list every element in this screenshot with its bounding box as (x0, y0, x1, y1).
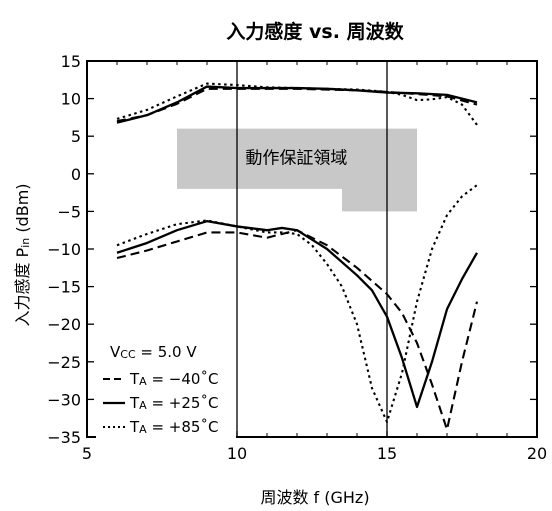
legend-label-minus40: TA = −40˚C (129, 370, 218, 388)
y-tick-label: −5 (57, 202, 81, 221)
guaranteed-region: 動作保証領域 (177, 128, 417, 212)
y-tick-label: 10 (61, 90, 81, 109)
y-axis-label-main: 入力感度 P (13, 247, 32, 326)
legend-label-plus25: TA = +25˚C (129, 394, 218, 412)
x-tick-label: 20 (527, 444, 547, 463)
guaranteed-region-shape (177, 128, 417, 212)
series-lines (116, 82, 479, 431)
y-tick-label: 5 (71, 127, 81, 146)
legend-header-sub: CC (120, 348, 136, 361)
series-1-lower-line (116, 220, 478, 409)
chart-title: 入力感度 vs. 周波数 (226, 20, 404, 43)
guaranteed-region-label: 動作保証領域 (245, 148, 347, 168)
legend-header-main: V (110, 343, 121, 361)
y-tick-label: −10 (47, 240, 81, 259)
axis-ticks: 5 10 15 20 15 10 5 0 −5 −10 −15 −20 −25 −30 −35 (47, 52, 547, 463)
y-tick-label: −35 (47, 428, 81, 447)
x-tick-label: 5 (82, 444, 92, 463)
y-tick-label: −25 (47, 353, 81, 372)
y-tick-label: −30 (47, 390, 81, 409)
x-axis-label: 周波数 f (GHz) (260, 488, 369, 507)
y-tick-label: 15 (61, 52, 81, 71)
x-tick-label: 10 (227, 444, 247, 463)
legend-header: VCC = 5.0 V (110, 343, 197, 361)
series-1-upper-line (116, 85, 478, 124)
series-2-upper-line (116, 82, 478, 126)
legend-header-rest: = 5.0 V (136, 343, 198, 361)
legend-label-plus85: TA = +85˚C (129, 418, 218, 436)
legend: VCC = 5.0 V TA = −40˚C TA = +25˚C TA = +… (96, 336, 236, 440)
x-tick-label: 15 (377, 444, 397, 463)
grid (236, 61, 388, 437)
y-axis-label-unit: (dBm) (13, 183, 32, 237)
y-axis-label-sub: in (19, 238, 32, 248)
y-tick-label: −15 (47, 278, 81, 297)
series-0-lower-line (116, 229, 479, 431)
y-axis-label: 入力感度 Pin (dBm) (13, 183, 32, 326)
legend-background (96, 336, 236, 440)
y-tick-label: 0 (71, 165, 81, 184)
series-2-lower-line (116, 184, 478, 424)
y-tick-label: −20 (47, 315, 81, 334)
